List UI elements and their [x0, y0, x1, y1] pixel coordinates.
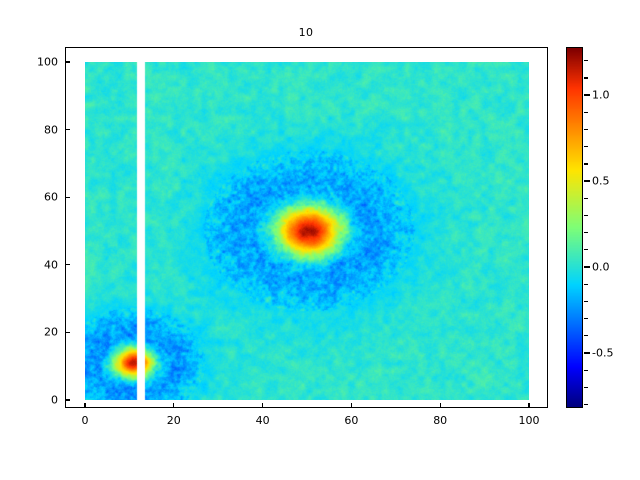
colorbar-minor-tick: [584, 386, 588, 389]
heatmap-image: [85, 62, 529, 400]
colorbar-minor-tick: [584, 335, 588, 337]
y-tick: [65, 399, 70, 401]
colorbar-tick-label: 0.5: [592, 174, 610, 188]
y-tick: [65, 128, 70, 131]
colorbar-minor-tick: [584, 111, 588, 113]
x-tick-label: 80: [433, 414, 448, 427]
colorbar-tick-label: -0.5: [592, 346, 614, 360]
x-tick-label: 100: [518, 414, 540, 427]
colorbar-major-tick: [584, 352, 590, 354]
colorbar-tick-label: 1.0: [592, 88, 610, 102]
y-tick-label: 20: [44, 325, 58, 339]
plot-title: 10: [298, 26, 314, 39]
colorbar-minor-tick: [584, 317, 588, 320]
colorbar-tick-label: 0.0: [592, 260, 610, 274]
colorbar-minor-tick: [584, 128, 588, 131]
y-tick-label: 100: [37, 55, 58, 69]
colorbar-minor-tick: [584, 77, 588, 79]
colorbar-minor-tick: [584, 283, 588, 285]
y-tick: [65, 61, 70, 63]
colorbar-minor-tick: [584, 403, 588, 406]
colorbar-minor-tick: [584, 369, 588, 371]
colorbar-minor-tick: [584, 60, 588, 62]
y-tick-label: 60: [44, 190, 58, 204]
colorbar-gradient: [566, 47, 583, 408]
x-tick: [350, 403, 353, 408]
x-tick: [261, 403, 264, 408]
colorbar-minor-tick: [584, 214, 588, 217]
x-tick-label: 0: [81, 414, 89, 427]
colorbar-major-tick: [584, 180, 590, 182]
x-tick: [84, 403, 86, 408]
x-tick: [439, 403, 441, 408]
y-tick: [65, 331, 70, 334]
x-tick: [173, 403, 175, 408]
colorbar-minor-tick: [584, 163, 588, 165]
colorbar-minor-tick: [584, 146, 588, 148]
y-tick-label: 40: [44, 258, 58, 272]
x-tick-label: 60: [344, 414, 359, 427]
colorbar-minor-tick: [584, 197, 588, 199]
y-tick-label: 0: [51, 393, 58, 407]
y-tick-label: 80: [44, 123, 58, 137]
colorbar-minor-tick: [584, 300, 588, 303]
x-tick-label: 20: [166, 414, 181, 427]
y-tick: [65, 196, 70, 198]
colorbar-major-tick: [584, 266, 590, 268]
x-tick-label: 40: [255, 414, 270, 427]
colorbar-major-tick: [584, 94, 590, 96]
colorbar-minor-tick: [584, 249, 588, 251]
y-tick: [65, 264, 70, 266]
colorbar-minor-tick: [584, 232, 588, 234]
x-tick: [528, 403, 530, 408]
